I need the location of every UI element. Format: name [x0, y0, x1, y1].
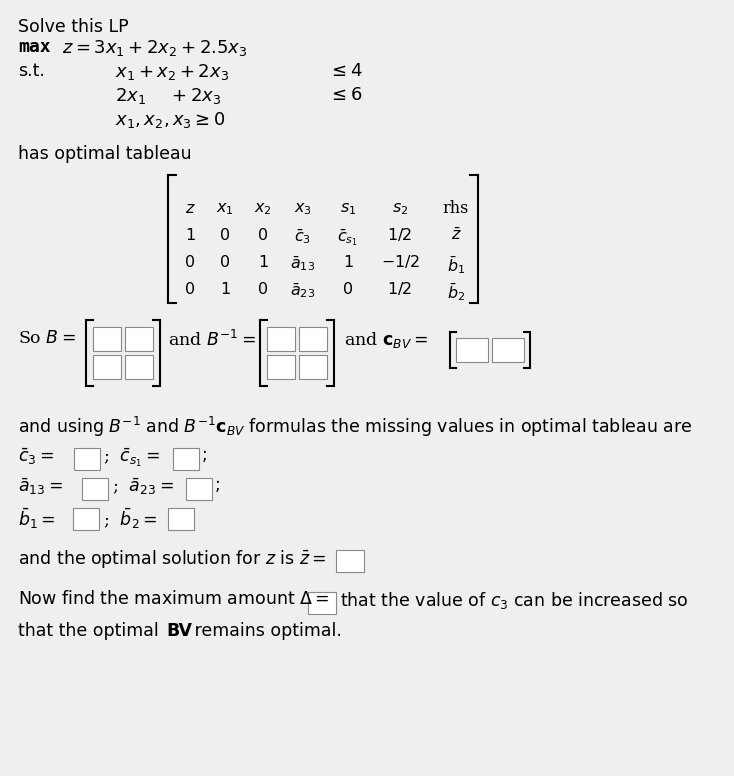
Text: $\bar{c}_3 =$: $\bar{c}_3 =$ — [18, 446, 54, 466]
Text: So $B=$: So $B=$ — [18, 330, 76, 347]
Text: $0$: $0$ — [184, 281, 195, 298]
Text: $1/2$: $1/2$ — [388, 227, 413, 244]
Text: $-1/2$: $-1/2$ — [380, 254, 419, 271]
Text: $x_3$: $x_3$ — [294, 200, 312, 217]
Text: $0$: $0$ — [219, 227, 230, 244]
Bar — [168, 508, 194, 530]
Text: $s_1$: $s_1$ — [340, 200, 356, 217]
Bar — [82, 478, 108, 500]
Text: $\bar{a}_{13}$: $\bar{a}_{13}$ — [291, 254, 316, 273]
Text: $0$: $0$ — [219, 254, 230, 271]
Text: ;  $\bar{b}_2 =$: ; $\bar{b}_2 =$ — [103, 506, 158, 531]
Text: ;: ; — [202, 446, 208, 464]
Text: has optimal tableau: has optimal tableau — [18, 145, 192, 163]
Text: rhs: rhs — [443, 200, 469, 217]
Text: remains optimal.: remains optimal. — [189, 622, 342, 640]
Text: $x_1, x_2, x_3 \geq 0$: $x_1, x_2, x_3 \geq 0$ — [115, 110, 225, 130]
Bar — [125, 355, 153, 379]
Bar — [336, 550, 364, 572]
Text: ;  $\bar{c}_{s_1} =$: ; $\bar{c}_{s_1} =$ — [103, 446, 160, 469]
Text: $\bar{a}_{13} =$: $\bar{a}_{13} =$ — [18, 476, 63, 497]
Bar — [267, 327, 295, 351]
Text: s.t.: s.t. — [18, 62, 45, 80]
Text: $\bar{c}_3$: $\bar{c}_3$ — [294, 227, 311, 246]
Text: $1$: $1$ — [219, 281, 230, 298]
Bar — [267, 355, 295, 379]
Bar — [125, 327, 153, 351]
Bar — [186, 478, 212, 500]
Text: $\bar{c}_{s_1}$: $\bar{c}_{s_1}$ — [338, 227, 358, 248]
Text: ;  $\bar{a}_{23} =$: ; $\bar{a}_{23} =$ — [112, 476, 174, 497]
Text: and the optimal solution for $z$ is $\bar{z} =$: and the optimal solution for $z$ is $\ba… — [18, 548, 327, 570]
Text: $\leq 6$: $\leq 6$ — [328, 86, 363, 104]
Text: $1/2$: $1/2$ — [388, 281, 413, 298]
Text: and $B^{-1}=$: and $B^{-1}=$ — [168, 330, 256, 350]
Text: ;: ; — [215, 476, 221, 494]
Text: $x_2$: $x_2$ — [254, 200, 272, 217]
Text: $s_2$: $s_2$ — [392, 200, 408, 217]
Text: $\bar{b}_1 =$: $\bar{b}_1 =$ — [18, 506, 56, 531]
Text: $1$: $1$ — [185, 227, 195, 244]
Bar — [173, 448, 199, 470]
Text: that the value of $c_3$ can be increased so: that the value of $c_3$ can be increased… — [340, 590, 688, 611]
Bar — [456, 338, 488, 362]
Text: BV: BV — [166, 622, 192, 640]
Text: $2x_1\quad\;+2x_3$: $2x_1\quad\;+2x_3$ — [115, 86, 221, 106]
Text: $\bar{a}_{23}$: $\bar{a}_{23}$ — [291, 281, 316, 300]
Bar — [492, 338, 524, 362]
Text: $0$: $0$ — [343, 281, 354, 298]
Text: $1$: $1$ — [343, 254, 353, 271]
Bar — [93, 327, 121, 351]
Text: and $\mathbf{c}_{BV}=$: and $\mathbf{c}_{BV}=$ — [344, 330, 428, 350]
Bar — [74, 448, 100, 470]
Text: $x_1 + x_2 + 2x_3$: $x_1 + x_2 + 2x_3$ — [115, 62, 229, 82]
Text: $x_1$: $x_1$ — [216, 200, 234, 217]
Bar — [299, 327, 327, 351]
Bar — [93, 355, 121, 379]
Text: $0$: $0$ — [258, 227, 269, 244]
Text: $\bar{z}$: $\bar{z}$ — [451, 227, 462, 244]
Text: $z = 3x_1 + 2x_2 + 2.5x_3$: $z = 3x_1 + 2x_2 + 2.5x_3$ — [62, 38, 247, 58]
Bar — [73, 508, 99, 530]
Text: max: max — [18, 38, 51, 56]
Text: $0$: $0$ — [258, 281, 269, 298]
Text: that the optimal: that the optimal — [18, 622, 164, 640]
Text: $z$: $z$ — [185, 200, 195, 217]
Text: $1$: $1$ — [258, 254, 269, 271]
Text: and using $B^{-1}$ and $B^{-1}\mathbf{c}_{BV}$ formulas the missing values in op: and using $B^{-1}$ and $B^{-1}\mathbf{c}… — [18, 415, 692, 439]
Text: $\bar{b}_2$: $\bar{b}_2$ — [447, 281, 465, 303]
Text: Solve this LP: Solve this LP — [18, 18, 128, 36]
Text: $\bar{b}_1$: $\bar{b}_1$ — [447, 254, 465, 276]
Text: $\leq 4$: $\leq 4$ — [328, 62, 363, 80]
Text: $0$: $0$ — [184, 254, 195, 271]
Bar — [299, 355, 327, 379]
Bar — [308, 592, 336, 614]
Text: Now find the maximum amount $\Delta =$: Now find the maximum amount $\Delta =$ — [18, 590, 330, 608]
